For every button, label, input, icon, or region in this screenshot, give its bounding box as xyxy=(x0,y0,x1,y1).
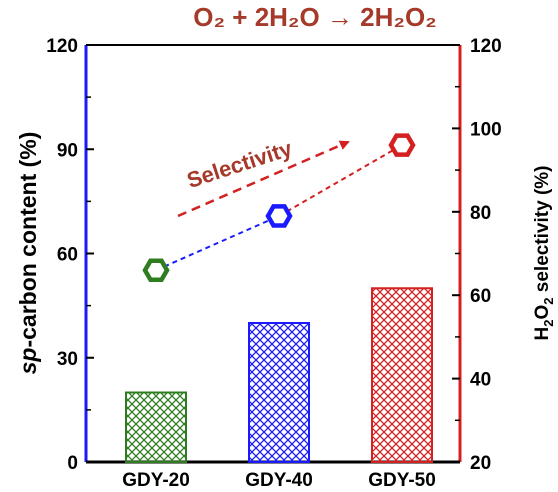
selectivity-point-gdy-40 xyxy=(265,204,293,228)
selectivity-line-layer xyxy=(142,133,416,282)
left-tick-label: 0 xyxy=(67,453,78,474)
left-axis-label: sp-carbon content (%) xyxy=(15,132,41,375)
left-tick-label: 90 xyxy=(57,140,78,161)
selectivity-arrow xyxy=(177,140,350,218)
bars-layer xyxy=(125,287,433,463)
chart-title: O₂ + 2H₂O → 2H₂O₂ xyxy=(193,2,436,32)
right-tick-label: 20 xyxy=(470,453,491,474)
left-tick-label: 120 xyxy=(46,36,78,57)
selectivity-segment-2 xyxy=(278,144,403,217)
bar-gdy-50 xyxy=(371,287,433,463)
right-tick-label: 40 xyxy=(470,370,491,391)
left-tick-label: 60 xyxy=(57,245,78,266)
x-tick-label: GDY-40 xyxy=(245,470,313,491)
selectivity-segment-1 xyxy=(155,215,280,272)
right-tick-label: 60 xyxy=(470,286,491,307)
right-axis-ticks: 20 40 60 80 100 120 xyxy=(452,36,502,474)
left-tick-label: 30 xyxy=(57,349,78,370)
right-axis-label: H2O2 selectivity (%) xyxy=(532,166,556,341)
left-axis-ticks: 0 30 60 90 120 xyxy=(46,36,94,474)
selectivity-point-gdy-50 xyxy=(388,133,416,157)
right-tick-label: 120 xyxy=(470,36,502,57)
right-tick-label: 100 xyxy=(470,119,502,140)
x-tick-label: GDY-20 xyxy=(122,470,190,491)
selectivity-annotation: Selectivity xyxy=(184,135,296,193)
right-tick-label: 80 xyxy=(470,203,491,224)
bar-gdy-40 xyxy=(248,322,310,463)
selectivity-point-gdy-20 xyxy=(142,258,170,282)
x-axis-tick-labels: GDY-20 GDY-40 GDY-50 xyxy=(122,470,436,491)
x-tick-label: GDY-50 xyxy=(368,470,436,491)
bar-gdy-20 xyxy=(125,391,187,463)
